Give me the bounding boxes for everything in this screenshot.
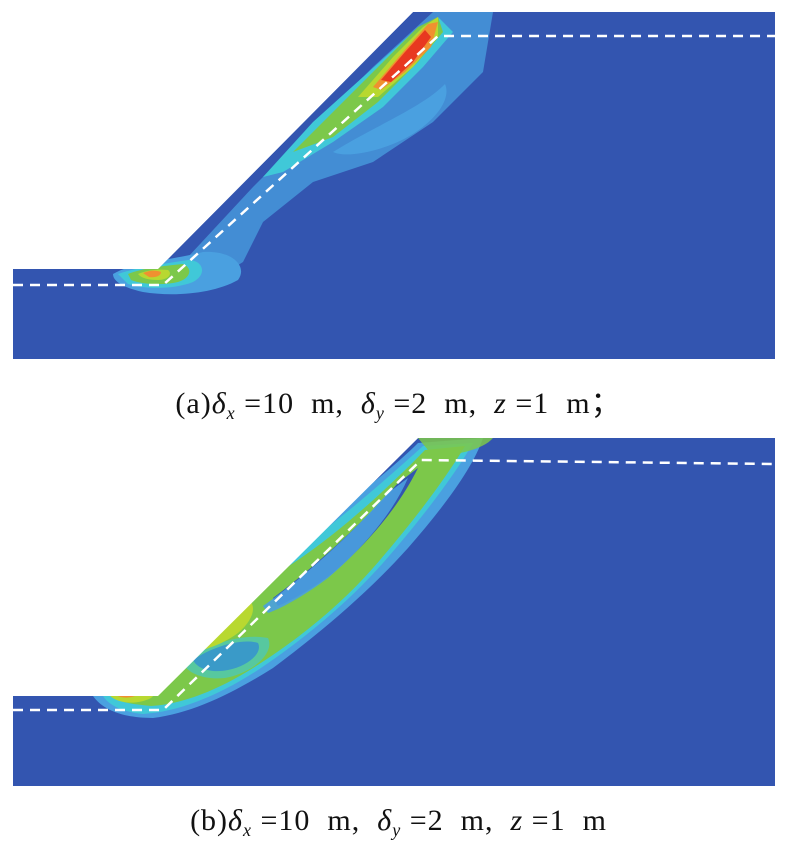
caption-b-dx-value: =10 m, bbox=[252, 804, 378, 837]
caption-a-dx-sub: x bbox=[226, 403, 236, 423]
caption-b-dy-value: =2 m, bbox=[401, 804, 511, 837]
caption-a-dy-value: =2 m, bbox=[384, 387, 495, 420]
contour-lens-a bbox=[333, 84, 447, 155]
caption-a-label: (a) bbox=[175, 387, 212, 420]
caption-b-z-symbol: z bbox=[510, 804, 524, 837]
air-region-b bbox=[13, 438, 418, 696]
caption-a-dy-symbol: δ bbox=[360, 387, 376, 420]
caption-b-dy-sub: y bbox=[392, 820, 402, 840]
caption-b-label: (b) bbox=[190, 804, 229, 837]
caption-a: (a)δx =10 m, δy =2 m, z =1 m； bbox=[0, 378, 797, 424]
caption-a-z-value: =1 m； bbox=[506, 387, 622, 420]
caption-a-dx-symbol: δ bbox=[211, 387, 227, 420]
dashed-line-a bbox=[13, 34, 775, 287]
dashed-line-b bbox=[13, 458, 775, 712]
contour-toe-orange-a bbox=[143, 270, 161, 278]
air-region-a bbox=[13, 12, 413, 269]
contour-red-a bbox=[381, 30, 431, 82]
caption-a-z-symbol: z bbox=[494, 387, 507, 420]
caption-a-dx-value: =10 m, bbox=[235, 387, 361, 420]
caption-a-dy-sub: y bbox=[375, 403, 385, 423]
caption-b-dy-symbol: δ bbox=[377, 804, 393, 837]
caption-b: (b)δx =10 m, δy =2 m, z =1 m bbox=[0, 804, 797, 841]
caption-b-dx-sub: x bbox=[243, 820, 252, 840]
contour-plot-a bbox=[13, 12, 775, 359]
contour-inner-lb-b bbox=[263, 478, 408, 613]
contour-plot-b bbox=[13, 438, 775, 786]
caption-b-z-value: =1 m bbox=[523, 804, 607, 837]
caption-b-dx-symbol: δ bbox=[228, 804, 243, 837]
crest-bulge-b bbox=[418, 438, 493, 456]
contour-plot-b-svg bbox=[13, 438, 775, 786]
contour-lightblue-a bbox=[163, 12, 493, 287]
contour-pocket-ring-b bbox=[183, 636, 270, 679]
contour-plot-a-svg bbox=[13, 12, 775, 359]
